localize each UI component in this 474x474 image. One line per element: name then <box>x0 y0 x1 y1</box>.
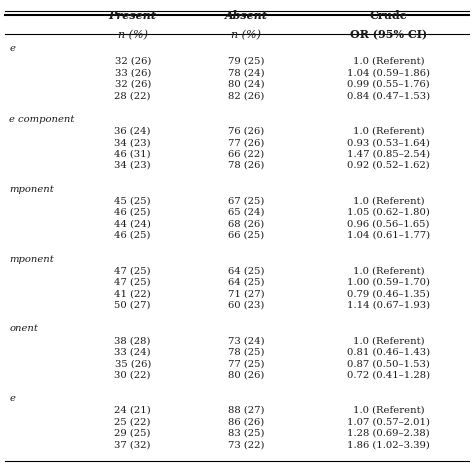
Text: 64 (25): 64 (25) <box>228 278 265 287</box>
Text: Crude: Crude <box>370 10 408 21</box>
Text: 47 (25): 47 (25) <box>114 278 151 287</box>
Text: 32 (26): 32 (26) <box>115 57 151 66</box>
Text: 79 (25): 79 (25) <box>228 57 265 66</box>
Text: 66 (25): 66 (25) <box>228 231 264 240</box>
Text: 33 (24): 33 (24) <box>114 347 151 356</box>
Text: 41 (22): 41 (22) <box>114 289 151 298</box>
Text: 45 (25): 45 (25) <box>114 197 151 206</box>
Text: 78 (25): 78 (25) <box>228 347 265 356</box>
Text: e: e <box>9 44 15 53</box>
Text: onent: onent <box>9 324 38 333</box>
Text: 0.84 (0.47–1.53): 0.84 (0.47–1.53) <box>347 91 430 100</box>
Text: 25 (22): 25 (22) <box>114 418 151 427</box>
Text: Present: Present <box>109 10 157 21</box>
Text: 34 (23): 34 (23) <box>114 138 151 147</box>
Text: 1.14 (0.67–1.93): 1.14 (0.67–1.93) <box>347 301 430 310</box>
Text: 66 (22): 66 (22) <box>228 150 264 158</box>
Text: 28 (22): 28 (22) <box>114 91 151 100</box>
Text: 32 (26): 32 (26) <box>115 80 151 89</box>
Text: 0.92 (0.52–1.62): 0.92 (0.52–1.62) <box>347 161 430 170</box>
Text: 0.81 (0.46–1.43): 0.81 (0.46–1.43) <box>347 347 430 356</box>
Text: 60 (23): 60 (23) <box>228 301 264 310</box>
Text: 33 (26): 33 (26) <box>115 68 151 77</box>
Text: 0.96 (0.56–1.65): 0.96 (0.56–1.65) <box>347 219 430 228</box>
Text: OR (95% CI): OR (95% CI) <box>350 30 427 41</box>
Text: 1.07 (0.57–2.01): 1.07 (0.57–2.01) <box>347 418 430 427</box>
Text: 46 (25): 46 (25) <box>114 231 151 240</box>
Text: 1.86 (1.02–3.39): 1.86 (1.02–3.39) <box>347 440 430 449</box>
Text: 80 (24): 80 (24) <box>228 80 265 89</box>
Text: 0.99 (0.55–1.76): 0.99 (0.55–1.76) <box>347 80 430 89</box>
Text: 64 (25): 64 (25) <box>228 266 265 275</box>
Text: e component: e component <box>9 115 75 124</box>
Text: mponent: mponent <box>9 255 54 264</box>
Text: 0.87 (0.50–1.53): 0.87 (0.50–1.53) <box>347 359 430 368</box>
Text: 38 (28): 38 (28) <box>114 336 151 345</box>
Text: 83 (25): 83 (25) <box>228 429 265 438</box>
Text: 47 (25): 47 (25) <box>114 266 151 275</box>
Text: 37 (32): 37 (32) <box>114 440 151 449</box>
Text: 68 (26): 68 (26) <box>228 219 264 228</box>
Text: 24 (21): 24 (21) <box>114 406 151 415</box>
Text: 88 (27): 88 (27) <box>228 406 265 415</box>
Text: 1.0 (Referent): 1.0 (Referent) <box>353 197 425 206</box>
Text: 35 (26): 35 (26) <box>115 359 151 368</box>
Text: 82 (26): 82 (26) <box>228 91 264 100</box>
Text: 36 (24): 36 (24) <box>114 127 151 136</box>
Text: 50 (27): 50 (27) <box>114 301 151 310</box>
Text: 30 (22): 30 (22) <box>114 371 151 380</box>
Text: 1.0 (Referent): 1.0 (Referent) <box>353 406 425 415</box>
Text: n (%): n (%) <box>231 30 262 40</box>
Text: 44 (24): 44 (24) <box>114 219 151 228</box>
Text: 1.0 (Referent): 1.0 (Referent) <box>353 127 425 136</box>
Text: 0.93 (0.53–1.64): 0.93 (0.53–1.64) <box>347 138 430 147</box>
Text: 78 (24): 78 (24) <box>228 68 265 77</box>
Text: 80 (26): 80 (26) <box>228 371 264 380</box>
Text: 73 (24): 73 (24) <box>228 336 265 345</box>
Text: 1.28 (0.69–2.38): 1.28 (0.69–2.38) <box>347 429 430 438</box>
Text: Absent: Absent <box>225 10 268 21</box>
Text: 77 (25): 77 (25) <box>228 359 265 368</box>
Text: 73 (22): 73 (22) <box>228 440 265 449</box>
Text: 86 (26): 86 (26) <box>228 418 264 427</box>
Text: 78 (26): 78 (26) <box>228 161 264 170</box>
Text: 46 (25): 46 (25) <box>114 208 151 217</box>
Text: e: e <box>9 394 15 403</box>
Text: 71 (27): 71 (27) <box>228 289 265 298</box>
Text: 1.04 (0.61–1.77): 1.04 (0.61–1.77) <box>347 231 430 240</box>
Text: 0.79 (0.46–1.35): 0.79 (0.46–1.35) <box>347 289 430 298</box>
Text: 1.04 (0.59–1.86): 1.04 (0.59–1.86) <box>347 68 430 77</box>
Text: 1.0 (Referent): 1.0 (Referent) <box>353 266 425 275</box>
Text: 65 (24): 65 (24) <box>228 208 265 217</box>
Text: 34 (23): 34 (23) <box>114 161 151 170</box>
Text: 76 (26): 76 (26) <box>228 127 264 136</box>
Text: mponent: mponent <box>9 185 54 194</box>
Text: 67 (25): 67 (25) <box>228 197 264 206</box>
Text: 1.00 (0.59–1.70): 1.00 (0.59–1.70) <box>347 278 430 287</box>
Text: 77 (26): 77 (26) <box>228 138 264 147</box>
Text: 1.0 (Referent): 1.0 (Referent) <box>353 336 425 345</box>
Text: 1.0 (Referent): 1.0 (Referent) <box>353 57 425 66</box>
Text: 0.72 (0.41–1.28): 0.72 (0.41–1.28) <box>347 371 430 380</box>
Text: n (%): n (%) <box>118 30 148 40</box>
Text: 29 (25): 29 (25) <box>114 429 151 438</box>
Text: 46 (31): 46 (31) <box>114 150 151 158</box>
Text: 1.05 (0.62–1.80): 1.05 (0.62–1.80) <box>347 208 430 217</box>
Text: 1.47 (0.85–2.54): 1.47 (0.85–2.54) <box>347 150 430 158</box>
